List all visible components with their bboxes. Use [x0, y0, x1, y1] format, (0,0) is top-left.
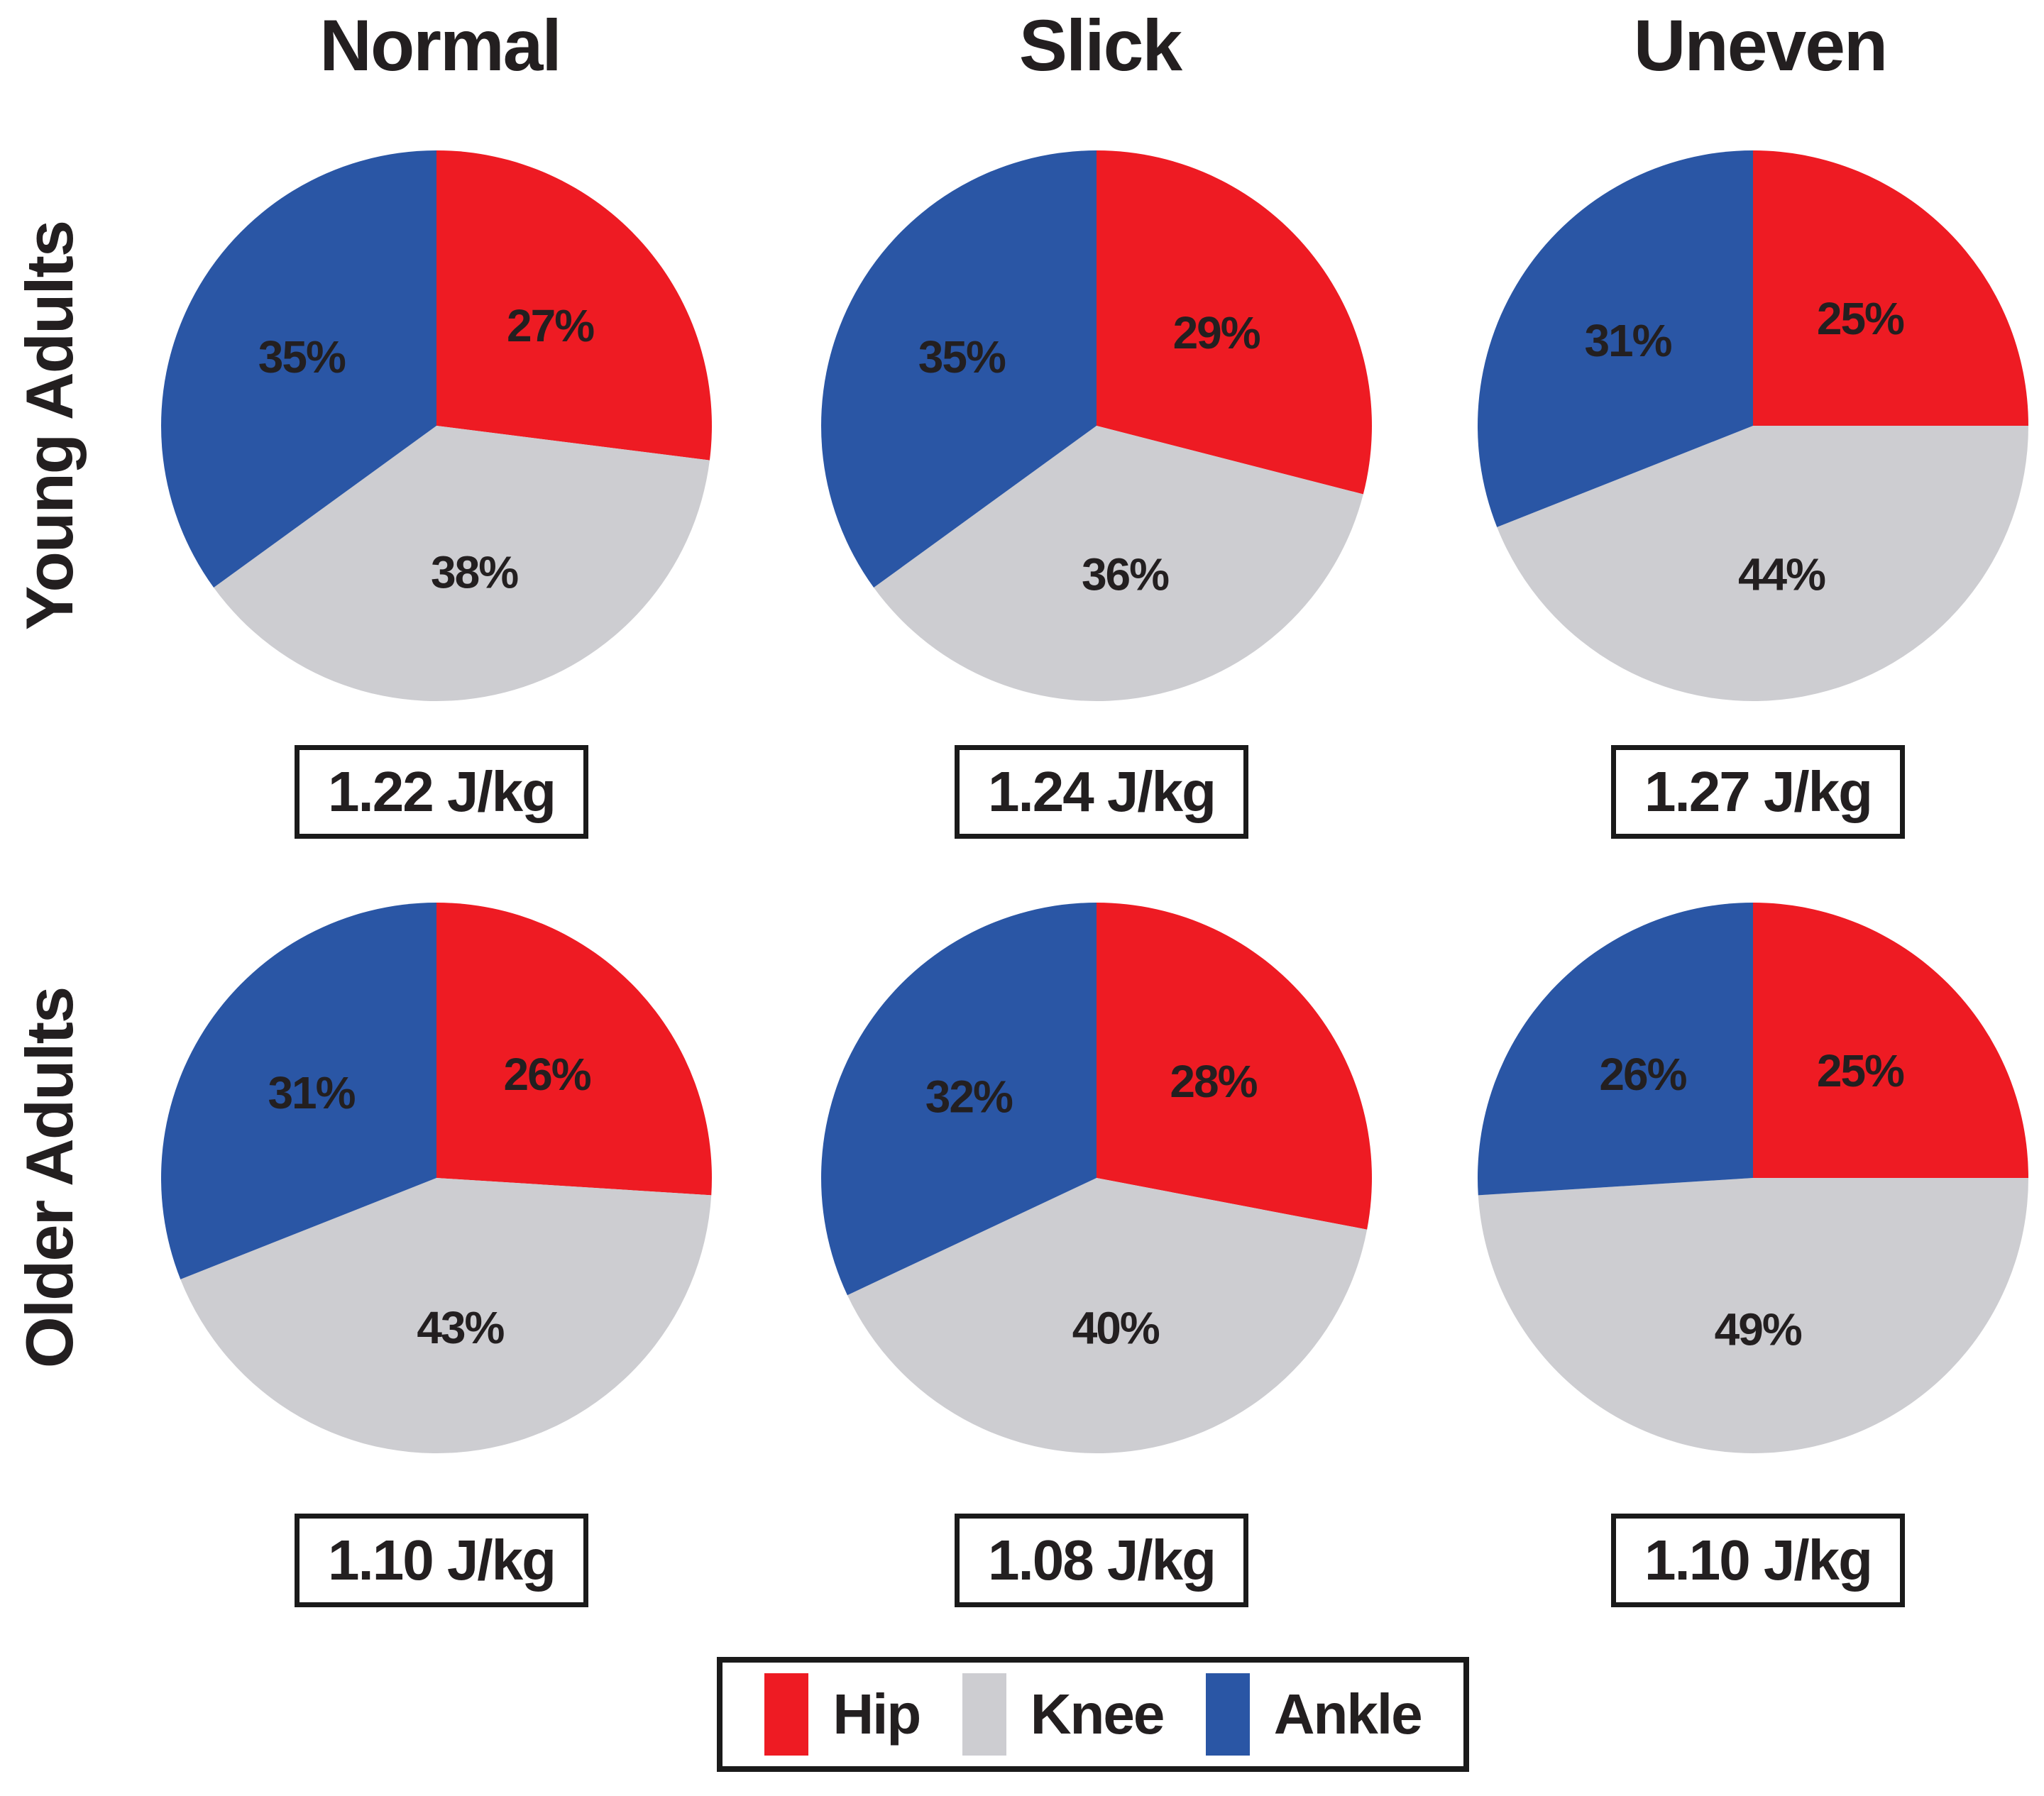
slice-percent-label: 38% [431, 547, 518, 598]
pie-slice-knee [180, 1178, 712, 1453]
energy-value-box-young-normal: 1.22 J/kg [295, 745, 588, 839]
pie-chart-young-normal: 27% 38% 35% [161, 150, 713, 701]
slice-percent-label: 44% [1738, 549, 1825, 600]
pie-chart-older-slick: 28% 40% 32% [821, 903, 1372, 1453]
energy-value-text: 1.10 J/kg [327, 1528, 556, 1592]
pie-slice-knee [214, 426, 710, 701]
pie-slice-knee [847, 1178, 1368, 1453]
slice-percent-label: 43% [417, 1302, 504, 1353]
slice-percent-label: 49% [1715, 1304, 1802, 1355]
pie-slice-knee [1478, 1178, 2028, 1453]
legend: Hip Knee Ankle [717, 1657, 1469, 1772]
pie-slice-hip [1097, 150, 1372, 495]
slice-percent-label: 35% [258, 331, 346, 382]
knee-color-swatch-icon [962, 1673, 1006, 1756]
pie-slice-knee [1497, 426, 2028, 701]
energy-value-text: 1.22 J/kg [327, 760, 556, 823]
energy-value-box-young-slick: 1.24 J/kg [955, 745, 1248, 839]
slice-percent-label: 26% [1599, 1049, 1686, 1100]
energy-value-text: 1.08 J/kg [987, 1528, 1216, 1592]
pie-slice-hip [1097, 903, 1372, 1230]
pie-slice-hip [1753, 903, 2028, 1178]
slice-percent-label: 32% [925, 1071, 1013, 1123]
slice-percent-label: 40% [1072, 1303, 1160, 1354]
pie-slice-ankle [1478, 903, 1753, 1196]
slice-percent-label: 28% [1170, 1056, 1257, 1107]
pie-slice-ankle [160, 903, 436, 1279]
pie-chart-older-uneven: 25% 49% 26% [1478, 903, 2028, 1453]
energy-value-text: 1.10 J/kg [1644, 1528, 1873, 1592]
slice-percent-label: 31% [1584, 315, 1671, 366]
pie-slice-hip [436, 150, 713, 461]
energy-value-box-young-uneven: 1.27 J/kg [1611, 745, 1905, 839]
legend-label-ankle: Ankle [1273, 1682, 1423, 1746]
legend-label-hip: Hip [833, 1682, 921, 1746]
slice-percent-label: 36% [1082, 549, 1169, 600]
slice-percent-label: 31% [268, 1067, 355, 1118]
ankle-color-swatch-icon [1205, 1673, 1250, 1756]
pie-chart-young-slick: 29% 36% 35% [821, 150, 1372, 701]
legend-label-knee: Knee [1030, 1682, 1165, 1746]
pie-slice-hip [1753, 150, 2028, 426]
slice-percent-label: 35% [918, 331, 1006, 382]
legend-item-hip: Hip [764, 1673, 921, 1756]
column-title-normal: Normal [319, 5, 561, 86]
energy-value-box-older-normal: 1.10 J/kg [295, 1514, 588, 1607]
legend-item-ankle: Ankle [1205, 1673, 1423, 1756]
row-label-older-adults: Older Adults [12, 987, 87, 1369]
column-title-uneven: Uneven [1633, 5, 1888, 86]
energy-value-box-older-slick: 1.08 J/kg [955, 1514, 1248, 1607]
pie-slice-knee [874, 426, 1363, 701]
slice-percent-label: 29% [1173, 307, 1260, 358]
slice-percent-label: 25% [1817, 293, 1904, 344]
pie-slice-hip [436, 903, 712, 1196]
row-label-young-adults: Young Adults [12, 221, 87, 631]
slice-percent-label: 25% [1817, 1045, 1904, 1096]
legend-item-knee: Knee [962, 1673, 1165, 1756]
energy-value-box-older-uneven: 1.10 J/kg [1611, 1514, 1905, 1607]
slice-percent-label: 27% [507, 300, 594, 351]
pie-slice-ankle [821, 150, 1097, 588]
pie-chart-older-normal: 26% 43% 31% [160, 903, 712, 1453]
hip-color-swatch-icon [764, 1673, 809, 1756]
energy-value-text: 1.27 J/kg [1644, 760, 1873, 823]
pie-chart-young-uneven: 25% 44% 31% [1478, 150, 2028, 701]
pie-slice-ankle [821, 903, 1097, 1296]
pie-slice-ankle [1478, 150, 1753, 527]
slice-percent-label: 26% [504, 1049, 591, 1100]
pie-slice-ankle [161, 150, 437, 588]
energy-value-text: 1.24 J/kg [987, 760, 1216, 823]
column-title-slick: Slick [1018, 5, 1182, 86]
